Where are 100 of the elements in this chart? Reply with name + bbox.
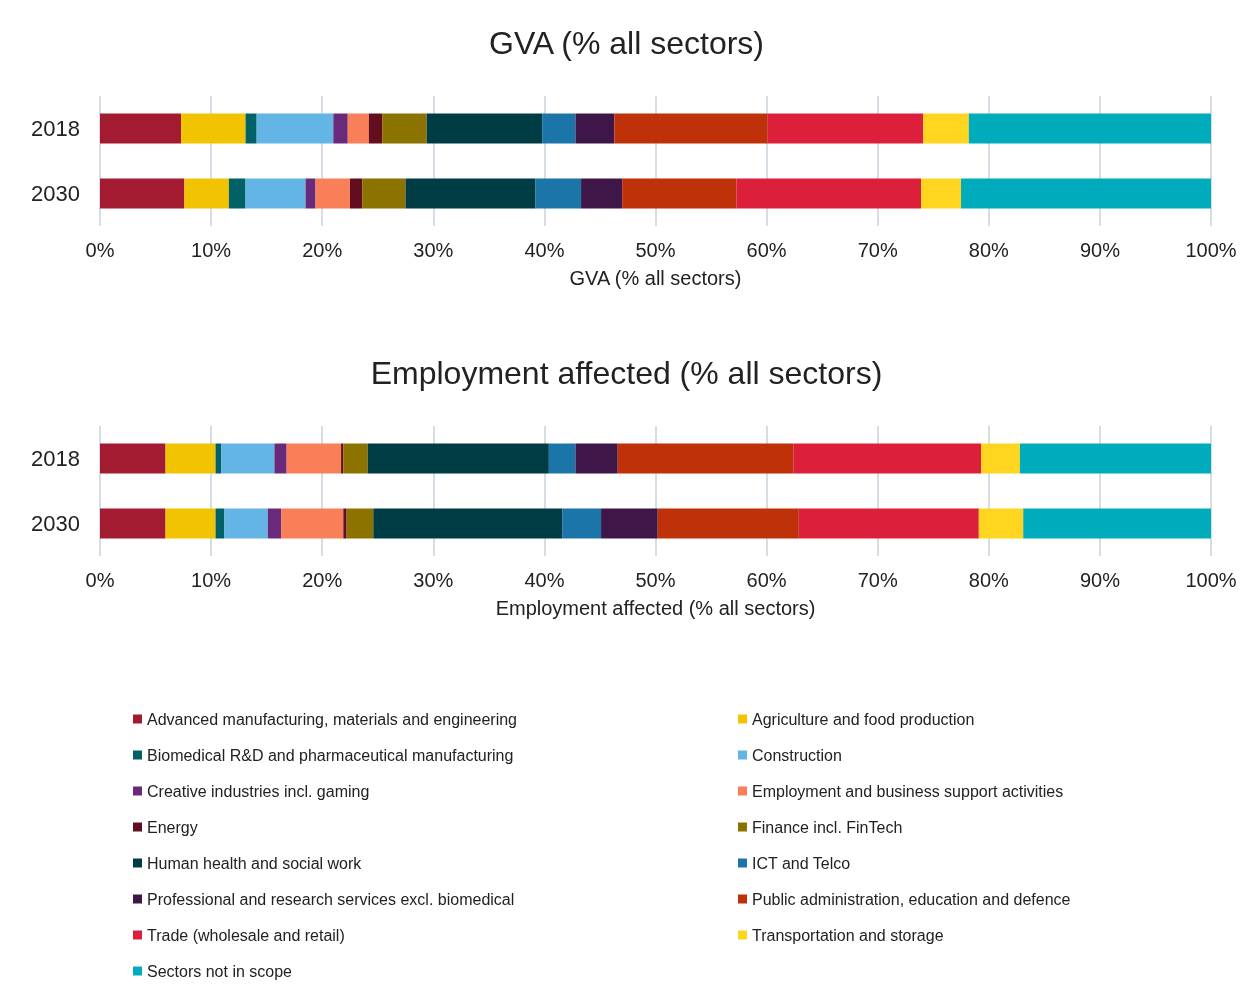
x-tick-label: 0% — [85, 569, 115, 591]
legend-label: Finance incl. FinTech — [752, 818, 903, 836]
bar — [286, 443, 342, 474]
bar — [767, 113, 924, 144]
bar — [622, 178, 737, 209]
x-tick-label: 80% — [968, 239, 1010, 261]
bar — [382, 113, 427, 144]
x-tick-label: 20% — [302, 239, 343, 261]
legend-label: Human health and social work — [147, 854, 363, 872]
bar — [343, 443, 368, 474]
legend-label: Agriculture and food production — [752, 710, 975, 728]
x-tick-label: 20% — [302, 569, 343, 591]
x-tick-label: 100% — [1185, 239, 1237, 261]
y-tick-label: 2018 — [31, 446, 80, 471]
bar — [274, 443, 287, 474]
bar — [614, 113, 768, 144]
legend-label: Public administration, education and defence — [752, 890, 1071, 908]
bar — [601, 508, 658, 539]
bar — [968, 113, 1211, 144]
bar — [256, 113, 334, 144]
x-tick-label: 90% — [1079, 239, 1121, 261]
bar — [349, 178, 363, 209]
bar — [267, 508, 282, 539]
bar — [923, 113, 969, 144]
x-tick-label: 10% — [191, 569, 232, 591]
bar — [798, 508, 979, 539]
bar — [367, 443, 549, 474]
bar — [368, 113, 383, 144]
bar — [100, 178, 185, 209]
bar — [347, 113, 369, 144]
legend-label: Construction — [752, 746, 842, 764]
legend-label: Sectors not in scope — [147, 962, 293, 980]
x-tick-label: 90% — [1079, 569, 1121, 591]
bar — [617, 443, 794, 474]
x-axis-title: GVA (% all sectors) — [569, 267, 742, 289]
bar — [921, 178, 962, 209]
bar — [221, 443, 275, 474]
bar — [228, 178, 246, 209]
legend-label: Transportation and storage — [752, 926, 944, 944]
x-axis-title: Employment affected (% all sectors) — [495, 597, 816, 619]
chart-title: Employment affected (% all sectors) — [370, 355, 883, 391]
x-tick-label: 30% — [413, 569, 454, 591]
bar — [100, 443, 166, 474]
y-tick-label: 2030 — [31, 181, 80, 206]
x-tick-label: 80% — [968, 569, 1010, 591]
bar — [542, 113, 576, 144]
bar — [305, 178, 316, 209]
legend-label: Trade (wholesale and retail) — [147, 926, 345, 944]
x-tick-label: 50% — [635, 239, 676, 261]
bar — [793, 443, 982, 474]
bar — [245, 113, 257, 144]
bar — [575, 113, 615, 144]
bar — [346, 508, 374, 539]
y-tick-label: 2030 — [31, 511, 80, 536]
x-tick-label: 40% — [524, 239, 565, 261]
bar — [405, 178, 536, 209]
bar — [100, 508, 166, 539]
x-tick-label: 70% — [857, 569, 898, 591]
bar — [575, 443, 618, 474]
bar — [165, 508, 216, 539]
legend-label: ICT and Telco — [752, 854, 851, 872]
bar — [281, 508, 344, 539]
bar — [961, 178, 1211, 209]
bar — [333, 113, 348, 144]
bar — [181, 113, 246, 144]
x-tick-label: 10% — [191, 239, 232, 261]
bar — [1019, 443, 1211, 474]
bar — [341, 443, 344, 474]
bar — [315, 178, 350, 209]
x-tick-label: 30% — [413, 239, 454, 261]
bar — [215, 443, 222, 474]
bar — [535, 178, 582, 209]
bar — [1023, 508, 1211, 539]
chart-title: GVA (% all sectors) — [488, 25, 765, 61]
bar — [657, 508, 799, 539]
x-tick-label: 0% — [85, 239, 115, 261]
bar — [736, 178, 922, 209]
bar — [362, 178, 406, 209]
bar — [343, 508, 347, 539]
x-tick-label: 70% — [857, 239, 898, 261]
bar — [373, 508, 563, 539]
bar — [562, 508, 602, 539]
bar — [978, 508, 1024, 539]
x-tick-label: 40% — [524, 569, 565, 591]
legend-label: Professional and research services excl. biomedical — [147, 890, 515, 908]
legend-label: Employment and business support activities — [752, 782, 1064, 800]
legend-label: Energy — [147, 818, 198, 836]
bar — [548, 443, 576, 474]
y-tick-label: 2018 — [31, 116, 80, 141]
bar — [224, 508, 268, 539]
x-tick-label: 50% — [635, 569, 676, 591]
x-tick-label: 60% — [746, 569, 787, 591]
x-tick-label: 60% — [746, 239, 787, 261]
legend-label: Creative industries incl. gaming — [147, 782, 370, 800]
x-tick-label: 100% — [1185, 569, 1237, 591]
bar — [165, 443, 216, 474]
bar — [184, 178, 229, 209]
bar — [426, 113, 543, 144]
bar — [245, 178, 306, 209]
legend-label: Biomedical R&D and pharmaceutical manufacturing — [147, 746, 514, 764]
